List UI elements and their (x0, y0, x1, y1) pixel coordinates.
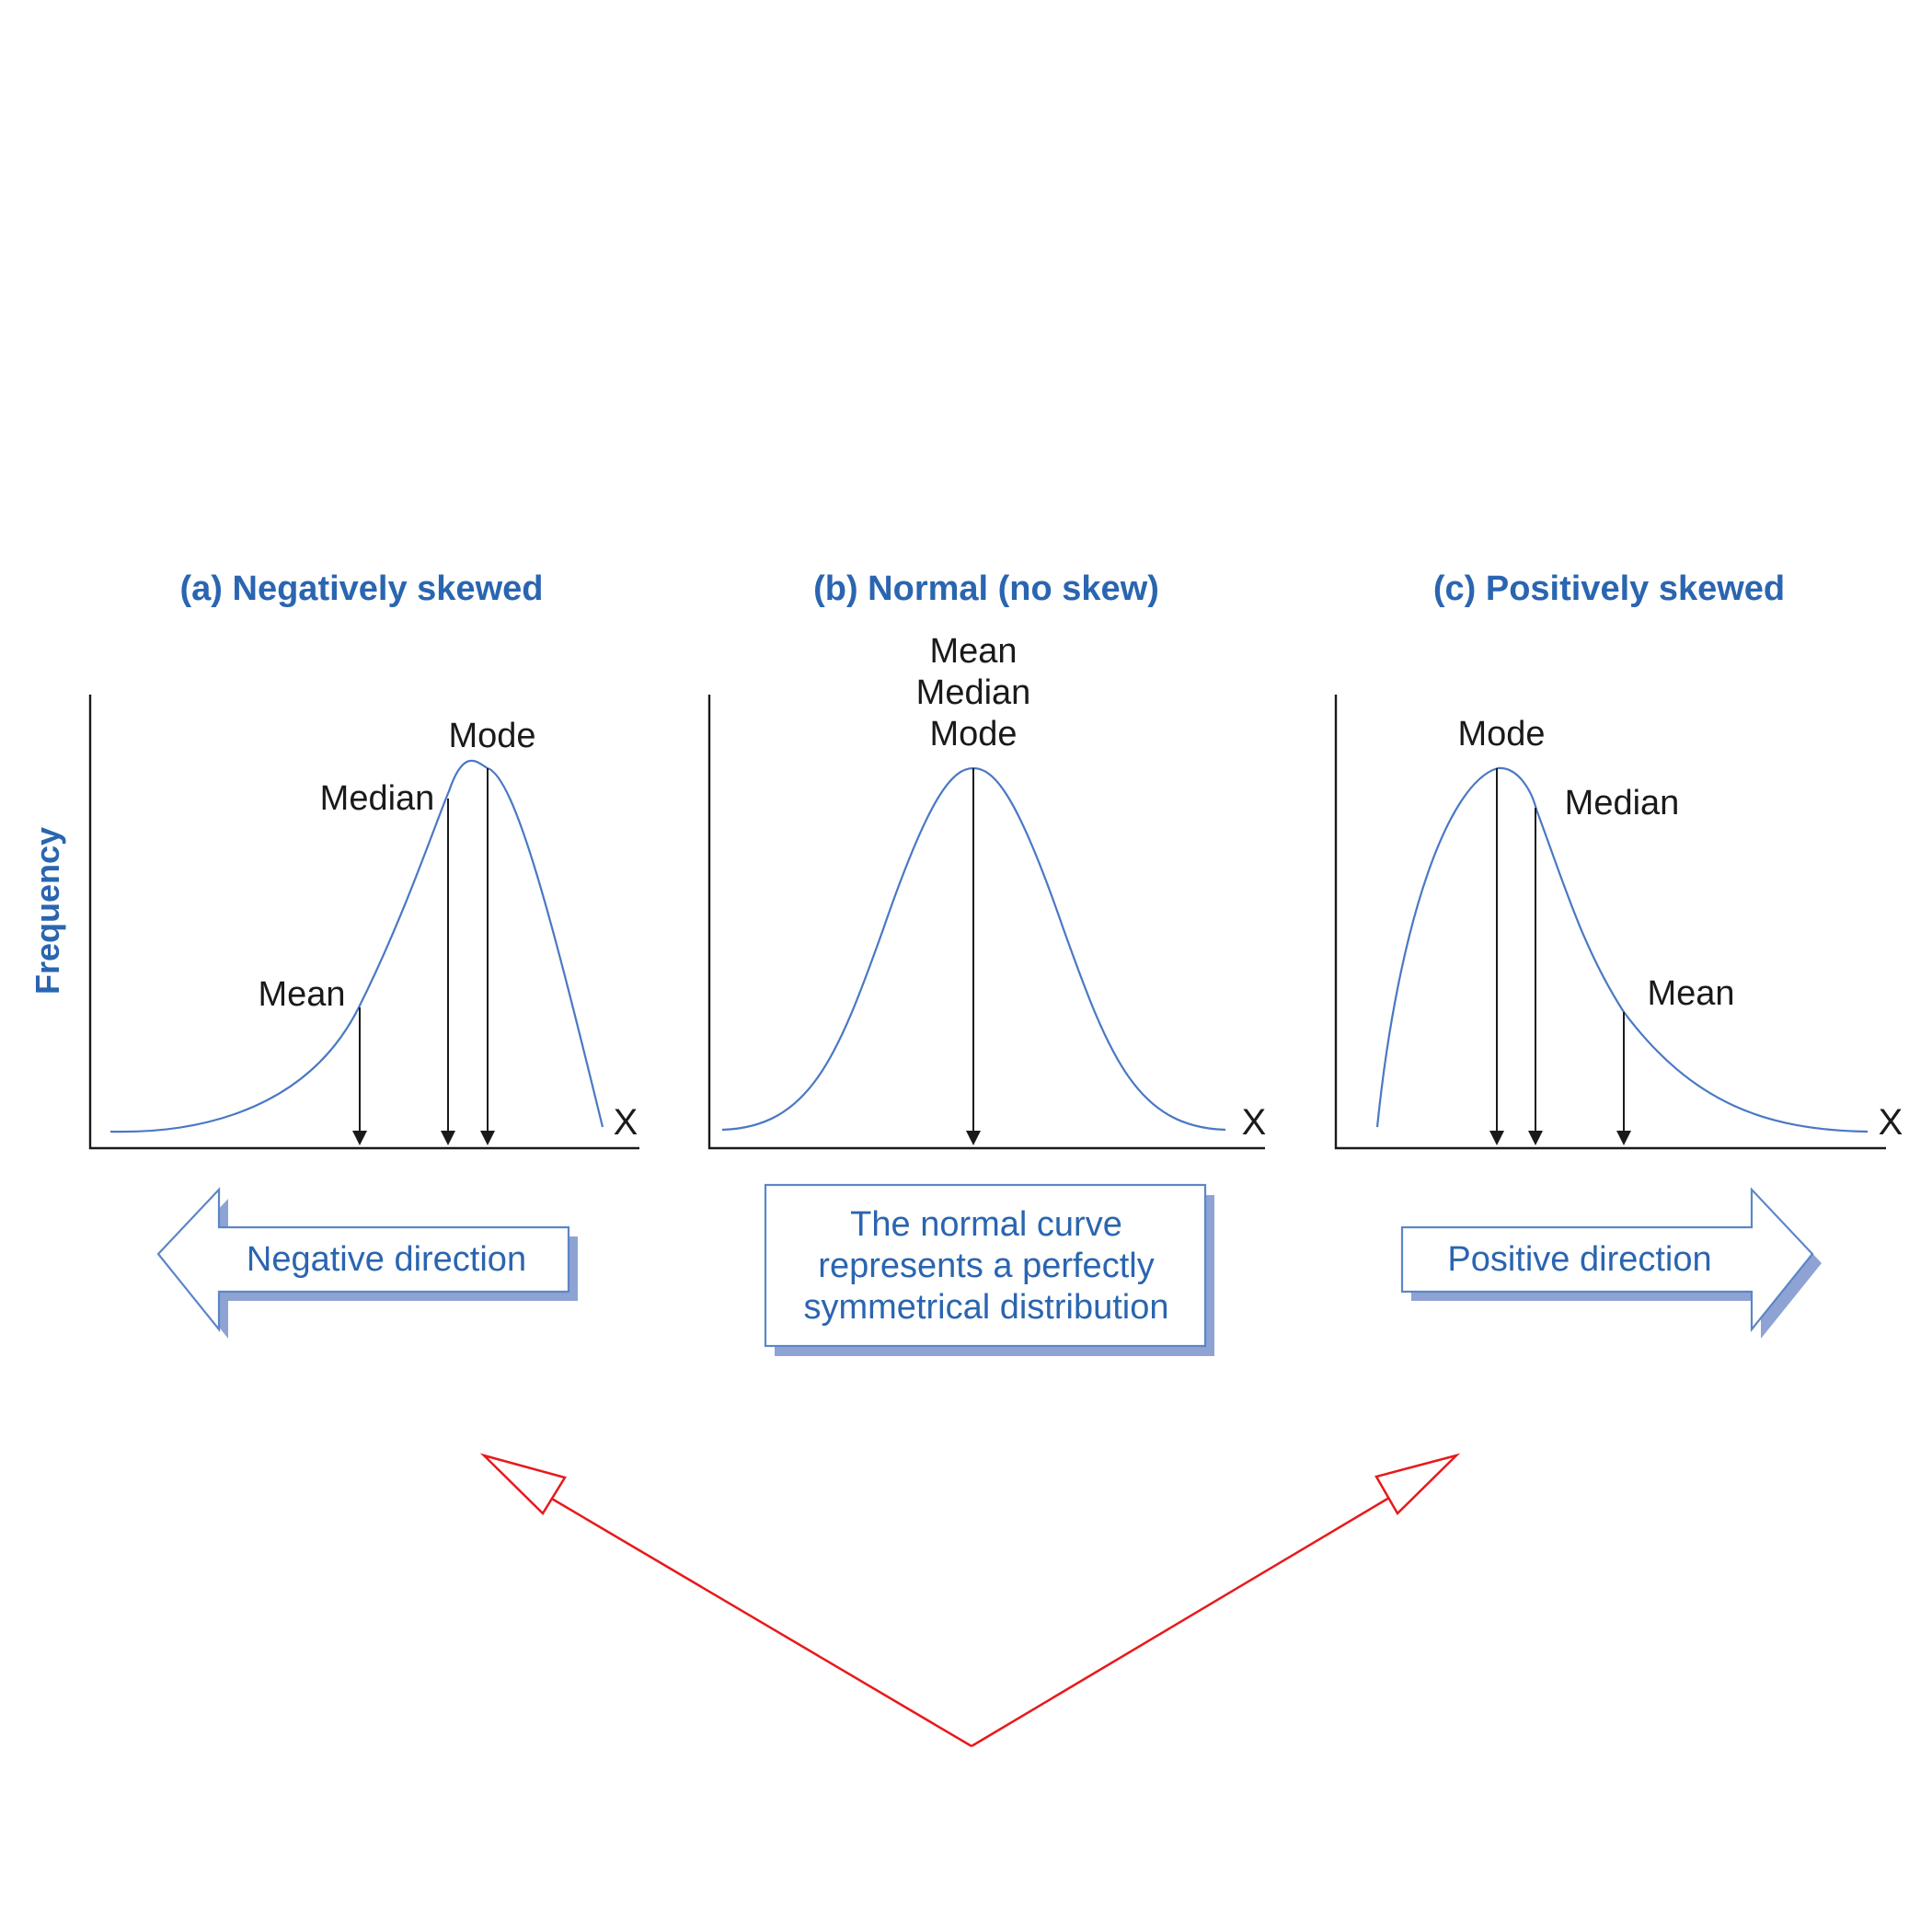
frequency-axis-label: Frequency (29, 827, 66, 995)
panel-a-x-label: X (614, 1102, 638, 1143)
note-box (764, 1183, 1207, 1348)
panel-c-x-label: X (1879, 1102, 1903, 1143)
red-arrow-left-head (479, 1453, 567, 1515)
panel-c-mode-label: Mode (1457, 715, 1545, 753)
panel-a-curve (109, 759, 604, 1133)
positive-direction-label: Positive direction (1447, 1240, 1711, 1279)
panel-a-axes (88, 695, 639, 1150)
note-line-2: represents a perfectly (818, 1247, 1154, 1285)
panel-c-curve (1375, 766, 1869, 1133)
panel-c-mean-label: Mean (1647, 974, 1734, 1013)
panel-a-title: (a) Negatively skewed (180, 569, 544, 608)
panel-b-center-arrowhead (966, 1131, 981, 1145)
negative-direction-label: Negative direction (247, 1240, 526, 1279)
negative-direction-arrow: Negative direction (156, 1187, 578, 1339)
panel-negatively-skewed: (a) Negatively skewed Frequency Mean Med… (29, 569, 639, 1150)
positive-direction-arrow: Positive direction (1400, 1187, 1822, 1339)
note-line-3: symmetrical distribution (804, 1288, 1169, 1327)
panel-positively-skewed: (c) Positively skewed Mode Median Mean X (1334, 569, 1903, 1150)
panel-normal: (b) Normal (no skew) Mean Median Mode X (707, 569, 1267, 1150)
panel-b-mean-label: Mean (929, 632, 1017, 671)
red-arrow-right-shaft (971, 1493, 1395, 1748)
panel-a-mode-arrowhead (480, 1131, 495, 1145)
red-arrow-left-shaft (545, 1493, 972, 1748)
panel-b-mode-label: Mode (929, 715, 1017, 753)
panel-b-axes (707, 695, 1265, 1150)
red-annotation-arrows (479, 1453, 1461, 1748)
panel-a-mode-label: Mode (448, 717, 535, 755)
panel-b-median-label: Median (916, 673, 1031, 712)
panel-a-mean-arrowhead (352, 1131, 367, 1145)
panel-c-mean-arrowhead (1616, 1131, 1631, 1145)
positive-arrow-shape (1400, 1187, 1814, 1333)
note-line-1: The normal curve (850, 1205, 1122, 1244)
panel-c-mode-arrowhead (1489, 1131, 1504, 1145)
red-arrow-right-head (1374, 1453, 1461, 1516)
panel-c-median-arrowhead (1528, 1131, 1543, 1145)
panel-a-median-label: Median (320, 779, 435, 818)
panel-c-median-label: Median (1565, 784, 1680, 822)
panel-a-median-arrowhead (441, 1131, 455, 1145)
normal-curve-note: The normal curve represents a perfectly … (764, 1183, 1214, 1356)
panel-c-title: (c) Positively skewed (1433, 569, 1785, 608)
panel-b-title: (b) Normal (no skew) (813, 569, 1159, 608)
panel-b-x-label: X (1242, 1102, 1267, 1143)
panel-c-axes (1334, 695, 1886, 1150)
negative-arrow-shape (156, 1187, 570, 1333)
panel-a-mean-label: Mean (258, 975, 345, 1014)
